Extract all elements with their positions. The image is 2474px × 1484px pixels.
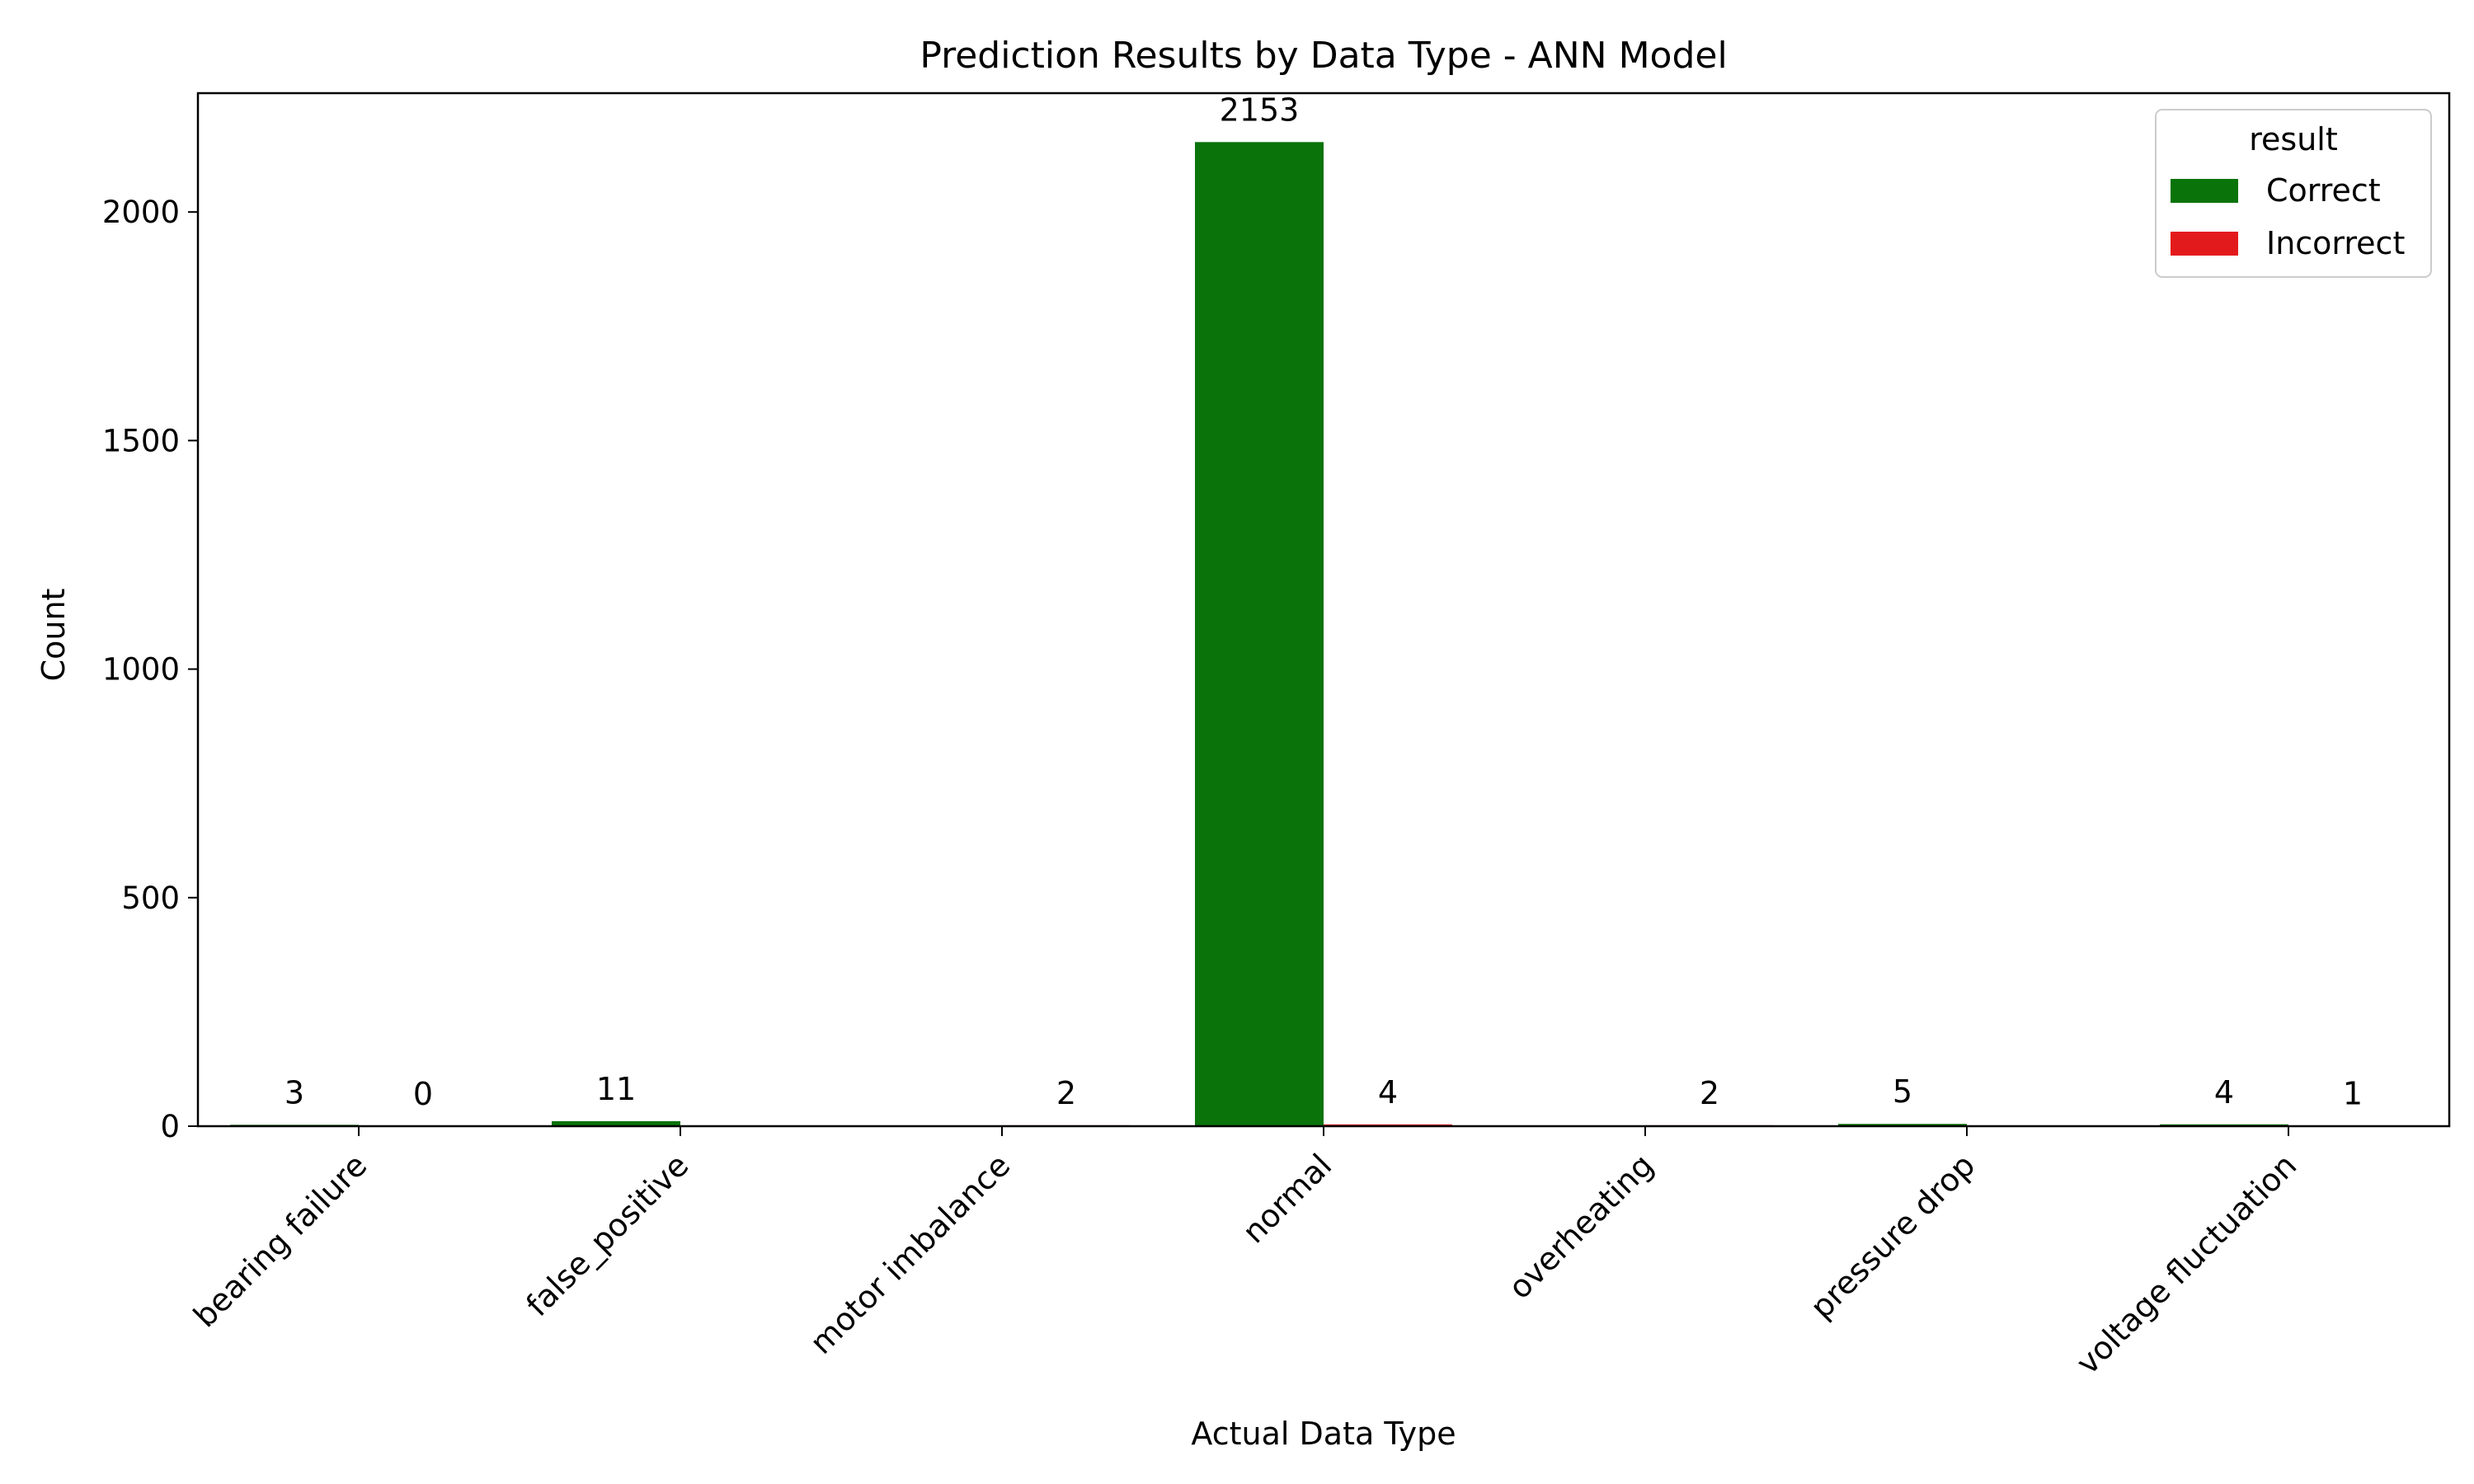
bar-value-label: 2 [1700, 1075, 1719, 1111]
x-tick-label: pressure drop [1804, 1147, 1982, 1326]
bar-correct [552, 1120, 680, 1126]
y-axis-label: Count [35, 589, 72, 682]
bar-value-label: 4 [2214, 1074, 2234, 1111]
y-tick-label: 0 [160, 1109, 180, 1144]
legend-title: result [2249, 121, 2338, 157]
bar-value-label: 2153 [1220, 92, 1300, 128]
x-tick-label: normal [1235, 1147, 1338, 1250]
x-tick-label: motor imbalance [803, 1147, 1018, 1361]
bar-value-label: 3 [285, 1074, 304, 1111]
bar-correct [1838, 1124, 1967, 1126]
legend-swatch-correct [2171, 179, 2238, 203]
legend: result Correct Incorrect [2155, 109, 2432, 278]
x-tick-label: overheating [1502, 1147, 1661, 1306]
bar-correct [1195, 142, 1324, 1126]
x-axis-label: Actual Data Type [1191, 1416, 1456, 1452]
chart-title: Prediction Results by Data Type - ANN Mo… [920, 35, 1727, 77]
legend-swatch-incorrect [2171, 232, 2238, 256]
legend-label-correct: Correct [2266, 172, 2381, 209]
x-tick-label: voltage fluctuation [2069, 1147, 2303, 1381]
bar-value-label: 2 [1056, 1075, 1076, 1111]
y-tick-label: 1500 [102, 423, 180, 458]
x-tick-label: bearing failure [186, 1147, 374, 1334]
y-tick-label: 1000 [102, 652, 180, 688]
y-tick-label: 2000 [102, 195, 180, 230]
x-tick-label: false_positive [519, 1147, 695, 1323]
bar-value-label: 0 [413, 1076, 433, 1112]
bar-value-label: 11 [596, 1071, 636, 1107]
bar-value-label: 4 [1378, 1074, 1398, 1111]
plot-frame [196, 92, 2451, 1128]
legend-label-incorrect: Incorrect [2266, 225, 2405, 261]
y-tick-label: 500 [121, 881, 180, 916]
bar-value-label: 1 [2343, 1075, 2363, 1111]
plot-area: 3 0 11 2 2153 4 2 5 4 1 0 500 1000 1500 2000 bearing fa… [102, 92, 2451, 1382]
bar-value-label: 5 [1893, 1073, 1912, 1110]
